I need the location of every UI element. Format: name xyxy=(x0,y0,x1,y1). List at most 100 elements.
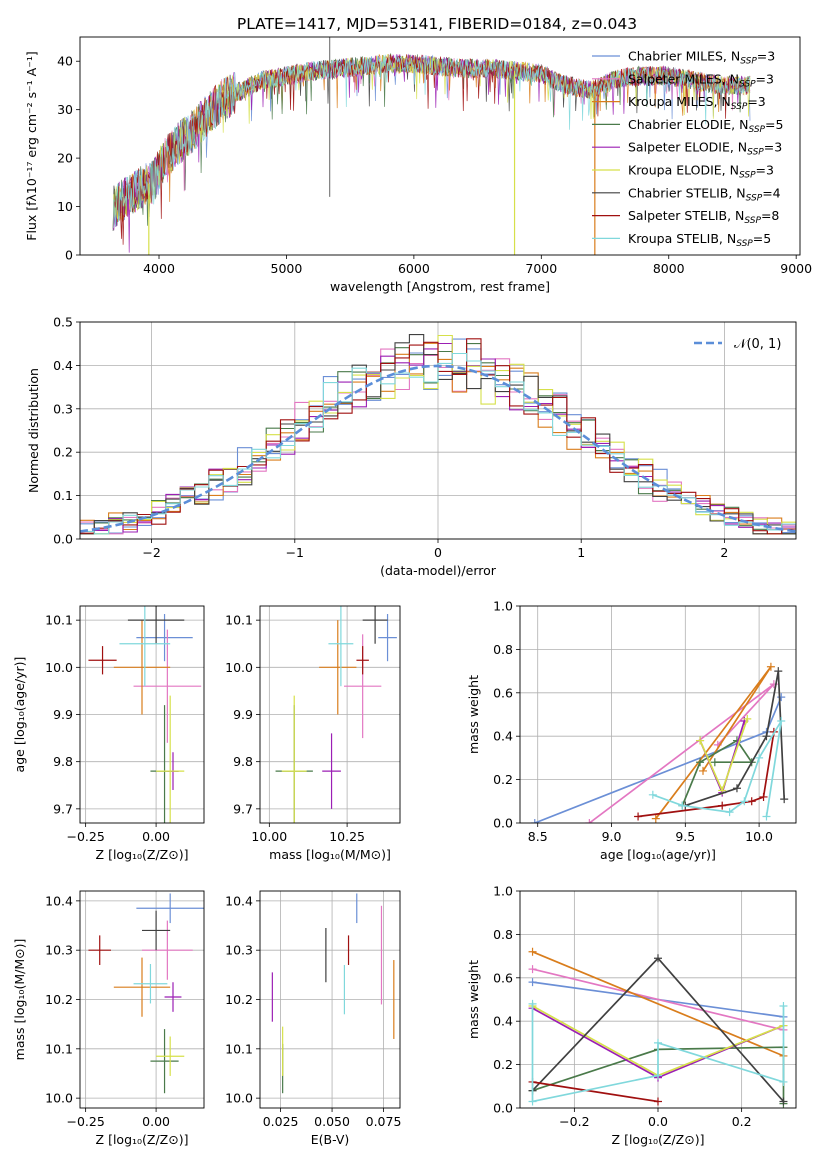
y-tick-label: 10.1 xyxy=(225,613,253,628)
weight-marker xyxy=(528,999,537,1008)
legend-sub: SSP xyxy=(739,171,756,181)
y-tick-label: 9.9 xyxy=(233,707,253,722)
y-tick-label: 10.1 xyxy=(45,1041,73,1056)
y-axis-label: mass weight xyxy=(466,960,481,1039)
x-tick-label: 10.25 xyxy=(329,829,365,844)
age_vs_mass-axes: 10.00 10.25 9.7 9.8 9.9 10.0 10.1 mass [log₁₀(M… xyxy=(225,606,400,862)
weight-marker xyxy=(774,667,783,676)
weight-marker xyxy=(747,797,756,806)
legend-sub: SSP xyxy=(747,148,764,158)
y-tick-label: 0.2 xyxy=(493,1057,513,1072)
x-tick-label: 1 xyxy=(577,545,585,560)
residuals-axes: −2 −1 0 1 2 0.0 0.1 0.2 0.3 0.4 0.5 (data-model)/er… xyxy=(26,315,796,578)
mass_weight_vs_Z-axes: −0.2 0.0 0.2 0.0 0.2 0.4 0.6 0.8 1.0 Z [log₁₀(Z/Z… xyxy=(466,884,796,1147)
y-tick-label: 10.0 xyxy=(45,1091,73,1106)
legend-text: =8 xyxy=(761,208,779,223)
weight-marker xyxy=(696,758,705,767)
y-axis-label: Flux [fλ10⁻¹⁷ erg cm⁻² s⁻¹ A⁻¹] xyxy=(24,51,39,240)
x-tick-label: −0.25 xyxy=(66,829,104,844)
mass_vs_Z-axes: −0.25 0.00 10.0 10.1 10.2 10.3 10.4 Z [log₁₀(Z/… xyxy=(12,891,204,1147)
residual-histograms xyxy=(80,334,796,535)
x-tick-label: 6000 xyxy=(398,261,430,276)
weight-marker xyxy=(710,758,719,767)
weight-marker xyxy=(678,801,687,810)
plot-layer: 4000 5000 6000 7000 8000 9000010203040wavelen… xyxy=(12,36,812,1147)
y-tick-label: 0.1 xyxy=(53,488,73,503)
x-tick-label: 8000 xyxy=(653,261,685,276)
spectrum-frame xyxy=(79,36,801,256)
weight-marker xyxy=(654,1071,662,1080)
y-tick-label: 0.4 xyxy=(493,729,513,744)
weight-marker xyxy=(779,1077,788,1086)
y-tick-label: 10.1 xyxy=(225,1041,253,1056)
histogram-series xyxy=(80,352,796,535)
legend-sub: SSP xyxy=(731,102,748,112)
x-tick-label: 9.0 xyxy=(602,829,622,844)
legend-text: Chabrier MILES, N xyxy=(628,49,740,64)
legend-sub: SSP xyxy=(746,193,763,203)
weight-marker xyxy=(779,1002,788,1011)
x-tick-label: 2 xyxy=(720,545,728,560)
y-tick-label: 10.2 xyxy=(45,992,73,1007)
figure-title: PLATE=1417, MJD=53141, FIBERID=0184, z=0… xyxy=(237,15,637,33)
y-tick-label: 10.4 xyxy=(225,893,253,908)
y-tick-label: 10.2 xyxy=(225,992,253,1007)
y-tick-label: 1.0 xyxy=(493,884,513,899)
x-tick-label: 4000 xyxy=(143,261,175,276)
legend-text: =3 xyxy=(756,163,774,178)
y-tick-label: 0.2 xyxy=(493,772,513,787)
x-tick-label: 7000 xyxy=(525,261,557,276)
x-tick-label: −2 xyxy=(142,545,160,560)
legend-label: Salpeter ELODIE, NSSP=3 xyxy=(628,140,782,158)
weight-marker xyxy=(732,784,741,793)
weight-marker xyxy=(780,795,789,804)
legend-label: 𝒩(0, 1) xyxy=(734,337,781,352)
weight-marker xyxy=(528,978,537,987)
weight-marker xyxy=(634,812,643,821)
x-axis-label: Z [log₁₀(Z/Z⊙)] xyxy=(96,847,189,862)
x-tick-label: 0.075 xyxy=(366,1114,402,1129)
legend-label: Kroupa ELODIE, NSSP=3 xyxy=(628,163,774,181)
y-tick-label: 0 xyxy=(65,248,73,263)
x-tick-label: −0.25 xyxy=(66,1114,104,1129)
y-tick-label: 9.7 xyxy=(233,801,253,816)
weight-marker xyxy=(762,812,771,821)
y-tick-label: 10.0 xyxy=(45,660,73,675)
x-tick-label: 9000 xyxy=(780,261,812,276)
legend-text: Chabrier ELODIE, N xyxy=(628,117,748,132)
legend-text: Kroupa STELIB, N xyxy=(628,231,736,246)
age_vs_mass-frame xyxy=(259,605,401,824)
legend-text: =3 xyxy=(757,49,775,64)
y-tick-label: 0.4 xyxy=(493,1014,513,1029)
weight-marker xyxy=(528,965,537,974)
weight-marker xyxy=(651,814,660,823)
x-axis-label: wavelength [Angstrom, rest frame] xyxy=(330,279,550,294)
y-tick-label: 40 xyxy=(57,54,73,69)
histogram-series xyxy=(80,348,796,535)
weight-marker xyxy=(585,819,594,823)
y-axis-label: Normed distribution xyxy=(26,368,41,493)
x-tick-label: 10.0 xyxy=(745,829,773,844)
weight-series xyxy=(532,1081,659,1103)
weight-marker xyxy=(779,1097,788,1106)
y-axis-label: mass weight xyxy=(466,675,481,754)
y-tick-label: 0.5 xyxy=(53,315,73,330)
y-tick-label: 10.3 xyxy=(225,943,253,958)
x-tick-label: 10.00 xyxy=(251,829,287,844)
x-axis-label: mass [log₁₀(M/M⊙)] xyxy=(269,847,391,862)
legend-text: =4 xyxy=(762,185,780,200)
weight-marker xyxy=(725,808,734,817)
x-tick-label: 5000 xyxy=(271,261,303,276)
legend-text: Kroupa MILES, N xyxy=(628,94,731,109)
y-tick-label: 10.4 xyxy=(45,893,73,908)
legend-sub: SSP xyxy=(744,216,761,226)
y-tick-label: 1.0 xyxy=(493,599,513,614)
legend-label: Kroupa STELIB, NSSP=5 xyxy=(628,231,771,249)
y-tick-label: 0.8 xyxy=(493,927,513,942)
legend-text: =5 xyxy=(765,117,783,132)
legend-text: Chabrier STELIB, N xyxy=(628,185,746,200)
weight-marker xyxy=(699,766,708,775)
legend-sub: SSP xyxy=(740,57,757,67)
